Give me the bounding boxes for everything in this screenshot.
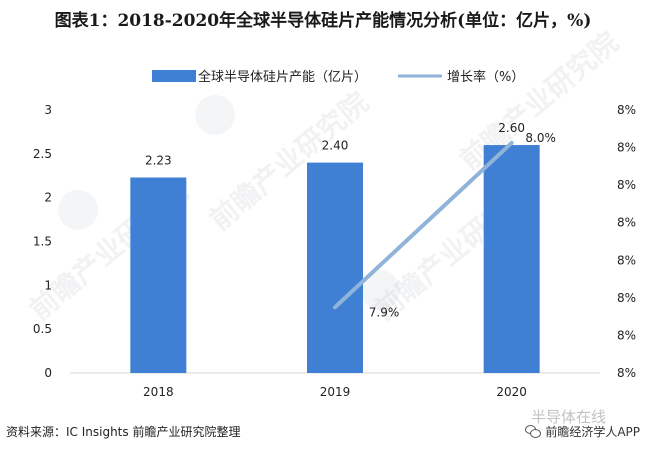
- brand-label: 前瞻经济学人APP: [545, 425, 640, 439]
- watermark-logo: [195, 95, 235, 135]
- bar-value-label: 2.60: [498, 121, 525, 135]
- chart-title: 图表1：2018-2020年全球半导体硅片产能情况分析(单位：亿片，%): [54, 11, 592, 31]
- brand-faint: 半导体在线: [530, 408, 606, 426]
- right-tick-label: 8%: [617, 216, 636, 230]
- legend-bar-swatch: [152, 70, 196, 82]
- right-tick-label: 8%: [617, 178, 636, 192]
- left-tick-label: 1.5: [33, 235, 52, 249]
- bar-labels: 2.23 2.40 2.60: [145, 121, 525, 167]
- left-tick-label: 1: [44, 278, 52, 292]
- left-tick-label: 3: [44, 103, 52, 117]
- left-tick-label: 0.5: [33, 322, 52, 336]
- legend: 全球半导体硅片产能（亿片） 增长率（%）: [152, 69, 524, 85]
- legend-bar-label: 全球半导体硅片产能（亿片）: [198, 69, 367, 85]
- bar: [483, 145, 540, 373]
- left-tick-label: 2.5: [33, 147, 52, 161]
- x-tick-label: 2020: [496, 385, 527, 399]
- legend-line-label: 增长率（%）: [447, 69, 524, 85]
- right-tick-label: 8%: [617, 103, 636, 117]
- right-tick-label: 8%: [617, 328, 636, 342]
- right-tick-label: 8%: [617, 141, 636, 155]
- left-axis: 0 0.5 1 1.5 2 2.5 3: [33, 103, 52, 380]
- bar-series: [130, 145, 540, 373]
- bar: [130, 177, 187, 373]
- left-tick-label: 2: [44, 191, 52, 205]
- x-tick-label: 2018: [143, 385, 174, 399]
- line-value-label: 8.0%: [525, 131, 556, 145]
- line-value-label: 7.9%: [369, 305, 400, 319]
- growth-line-series: 7.9% 8.0%: [333, 131, 556, 319]
- source-note: 资料来源：IC Insights 前瞻产业研究院整理: [6, 425, 241, 439]
- growth-line: [333, 140, 514, 310]
- x-tick-label: 2019: [320, 385, 351, 399]
- right-tick-label: 8%: [617, 291, 636, 305]
- left-tick-label: 0: [44, 366, 52, 380]
- right-tick-label: 8%: [617, 253, 636, 267]
- brand: 前瞻经济学人APP: [525, 423, 640, 440]
- bar: [307, 162, 363, 373]
- watermark-logo: [58, 190, 98, 230]
- bar-value-label: 2.23: [145, 154, 172, 168]
- x-axis: 2018 2019 2020: [143, 385, 527, 399]
- right-tick-label: 8%: [617, 366, 636, 380]
- bar-value-label: 2.40: [322, 139, 349, 153]
- wechat-icon: [525, 425, 542, 438]
- right-axis: 8% 8% 8% 8% 8% 8% 8% 8%: [617, 103, 636, 380]
